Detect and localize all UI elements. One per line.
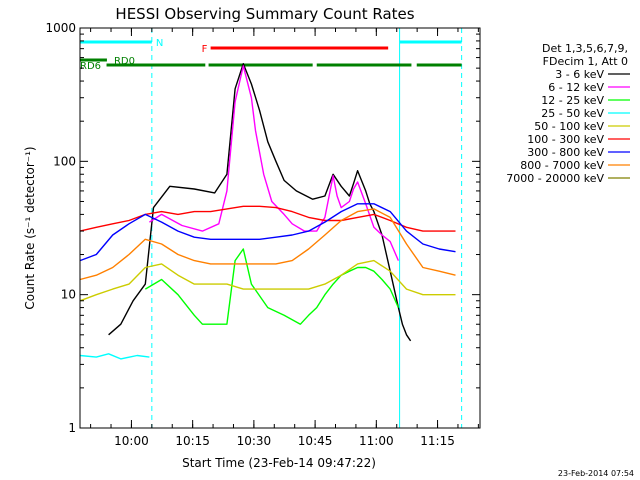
- legend-label-100-300-kev: 100 - 300 keV: [527, 133, 604, 146]
- y-tick-label: 100: [53, 154, 76, 168]
- legend-label-50-100-kev: 50 - 100 keV: [534, 120, 604, 133]
- legend-label-25-50-kev: 25 - 50 keV: [541, 107, 604, 120]
- x-tick-label: 10:45: [298, 434, 333, 448]
- legend-label-12-25-kev: 12 - 25 keV: [541, 94, 604, 107]
- x-axis-label: Start Time (23-Feb-14 09:47:22): [182, 456, 376, 470]
- series-line-50-100-kev: [79, 259, 456, 302]
- series-line-6-12-kev: [149, 65, 400, 261]
- legend-label-7000-20000-kev: 7000 - 20000 keV: [506, 172, 604, 185]
- chart-title: HESSI Observing Summary Count Rates: [115, 5, 414, 23]
- y-tick-label: 10: [61, 288, 76, 302]
- legend-label-6-12-kev: 6 - 12 keV: [548, 81, 604, 94]
- bar-label-f: F: [202, 44, 208, 55]
- x-tick-label: 11:00: [359, 434, 394, 448]
- y-axis-label: Count Rate (s⁻¹ detector⁻¹): [23, 146, 37, 309]
- legend: Det 1,3,5,6,7,9,FDecim 1, Att 03 - 6 keV…: [506, 42, 630, 185]
- legend-header-line: Det 1,3,5,6,7,9,: [542, 42, 628, 55]
- x-tick-label: 10:30: [237, 434, 272, 448]
- x-tick-label: 10:15: [175, 434, 210, 448]
- legend-label-3-6-kev: 3 - 6 keV: [555, 68, 604, 81]
- series-line-25-50-kev: [79, 353, 150, 360]
- legend-label-800-7000-kev: 800 - 7000 keV: [520, 159, 604, 172]
- series-line-12-25-kev: [144, 248, 400, 325]
- series-line-300-800-kev: [79, 203, 456, 262]
- x-tick-label: 11:15: [420, 434, 455, 448]
- bar-label-rd0: RD0: [114, 56, 135, 67]
- series-line-800-7000-kev: [79, 208, 456, 281]
- axis-ticks: 10:00 10:15 10:30 10:45 11:00 11:15 1 10 100 1000: [45, 21, 480, 448]
- series-lines: [79, 63, 456, 360]
- plot-timestamp: 23-Feb-2014 07:54: [558, 469, 634, 478]
- legend-header-line: FDecim 1, Att 0: [543, 55, 628, 68]
- series-line-3-6-kev: [108, 63, 412, 342]
- x-tick-label: 10:00: [114, 434, 149, 448]
- legend-label-300-800-kev: 300 - 800 keV: [527, 146, 604, 159]
- y-tick-label: 1000: [45, 21, 76, 35]
- observing-state-bars: N F RD0 RD6: [80, 38, 462, 72]
- bar-label-rd6: RD6: [80, 61, 101, 72]
- y-tick-label: 1: [68, 421, 76, 435]
- bar-label-n: N: [156, 38, 163, 49]
- plot-frame: [79, 27, 481, 429]
